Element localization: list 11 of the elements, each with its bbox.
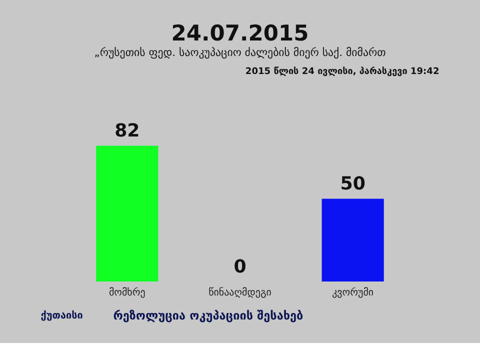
x-tick-label: წინააღმდეგი bbox=[208, 286, 272, 299]
data-label: 0 bbox=[234, 256, 246, 278]
chart-subtitle: „რუსეთის ფედ. საოკუპაციო ძალების მიერ საქ. მიმართ bbox=[94, 46, 386, 60]
text: რეზოლუცია ოკუპაციის შესახებ bbox=[113, 308, 304, 323]
text: ქუთაისი bbox=[40, 310, 84, 322]
text: 2015 წლის 24 ივლისი, პარასკევი 19:42 bbox=[245, 66, 440, 78]
x-tick-label: კვორუმი bbox=[332, 286, 374, 299]
x-tick-label: მომხრე bbox=[108, 286, 146, 299]
data-label: 50 bbox=[340, 174, 366, 195]
data-label: 82 bbox=[114, 120, 140, 142]
chart-title: 24.07.2015 bbox=[171, 22, 309, 47]
